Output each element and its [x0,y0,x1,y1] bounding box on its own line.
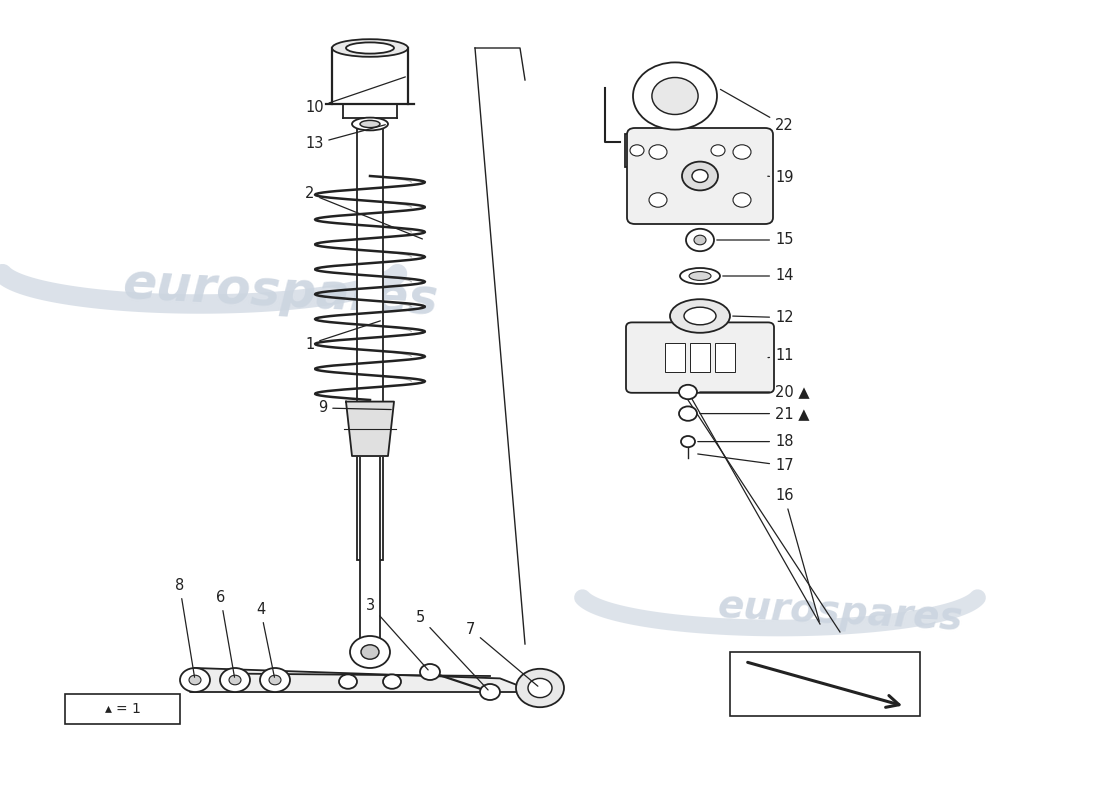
Text: eurospares: eurospares [716,586,964,638]
Circle shape [270,675,280,685]
Polygon shape [190,668,535,692]
Bar [625,134,730,167]
Circle shape [260,668,290,692]
Text: 20 ▲: 20 ▲ [700,385,810,399]
Text: 21 ▲: 21 ▲ [700,406,810,421]
Polygon shape [730,652,920,716]
Text: 7: 7 [466,622,538,686]
Ellipse shape [346,42,394,54]
Ellipse shape [684,307,716,325]
Circle shape [220,668,250,692]
Ellipse shape [332,39,408,57]
Text: 16: 16 [776,489,820,622]
Ellipse shape [352,118,388,130]
Circle shape [692,170,708,182]
Circle shape [189,675,201,685]
Circle shape [711,145,725,156]
Circle shape [681,436,695,447]
FancyBboxPatch shape [626,322,774,393]
Text: 13: 13 [305,125,385,151]
Circle shape [180,668,210,692]
Text: 14: 14 [723,269,793,283]
Text: 6: 6 [216,590,234,678]
Circle shape [339,674,358,689]
Text: 12: 12 [733,310,793,325]
Circle shape [516,669,564,707]
Bar [666,343,685,372]
Text: 10: 10 [305,77,406,115]
Circle shape [630,145,644,156]
Text: 8: 8 [175,578,195,678]
Text: eurospares: eurospares [121,260,439,324]
Circle shape [649,145,667,159]
FancyBboxPatch shape [627,128,773,224]
Circle shape [361,645,379,659]
Circle shape [350,636,390,668]
Circle shape [420,664,440,680]
Text: 18: 18 [697,434,793,449]
Circle shape [632,62,717,130]
Bar [358,128,383,560]
Ellipse shape [360,120,379,127]
Circle shape [679,406,697,421]
Text: 19: 19 [768,170,793,185]
Circle shape [694,235,706,245]
Polygon shape [346,402,394,456]
Circle shape [229,675,241,685]
Ellipse shape [670,299,730,333]
Text: 15: 15 [717,233,793,247]
Circle shape [480,684,501,700]
Bar [690,343,710,372]
Circle shape [733,193,751,207]
Circle shape [686,229,714,251]
Text: 2: 2 [305,186,422,239]
Circle shape [679,385,697,399]
Ellipse shape [689,272,711,280]
Text: 22: 22 [720,90,794,133]
Text: 17: 17 [697,454,793,473]
Ellipse shape [680,268,720,284]
Circle shape [733,145,751,159]
Circle shape [682,162,718,190]
Text: 9: 9 [318,401,392,415]
Text: 4: 4 [256,602,274,678]
Text: 1: 1 [305,321,381,351]
Text: 11: 11 [768,349,793,363]
Circle shape [649,193,667,207]
Text: 3: 3 [366,598,428,670]
Text: $\blacktriangle$ = 1: $\blacktriangle$ = 1 [104,702,141,716]
Bar [715,343,735,372]
Circle shape [528,678,552,698]
Bar [65,694,180,724]
Circle shape [383,674,402,689]
Circle shape [652,78,698,114]
Text: 5: 5 [416,610,488,690]
Bar [360,456,379,660]
